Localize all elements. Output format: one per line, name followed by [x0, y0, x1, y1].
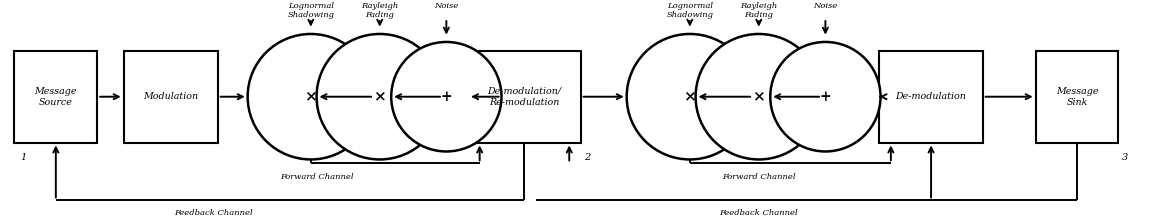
Text: Noise: Noise: [813, 2, 837, 10]
Text: Modulation: Modulation: [143, 92, 198, 101]
Ellipse shape: [770, 42, 881, 152]
Ellipse shape: [391, 42, 501, 152]
Text: De-modulation: De-modulation: [896, 92, 966, 101]
Ellipse shape: [627, 34, 753, 160]
Text: +: +: [440, 90, 452, 104]
Bar: [15, 51, 98, 143]
Bar: [880, 51, 983, 143]
Text: ×: ×: [683, 90, 696, 104]
Text: 3: 3: [1121, 154, 1128, 162]
Text: Lognormal
Shadowing: Lognormal Shadowing: [288, 2, 335, 19]
Text: ×: ×: [305, 90, 317, 104]
Text: Rayleigh
Fading: Rayleigh Fading: [741, 2, 777, 19]
Text: Noise: Noise: [435, 2, 459, 10]
Text: 1: 1: [21, 154, 26, 162]
Text: Message
Sink: Message Sink: [1056, 87, 1098, 107]
Ellipse shape: [696, 34, 822, 160]
Text: Feedback Channel: Feedback Channel: [720, 209, 798, 217]
Text: Forward Channel: Forward Channel: [279, 173, 353, 181]
Bar: [123, 51, 217, 143]
Text: Lognormal
Shadowing: Lognormal Shadowing: [666, 2, 713, 19]
Text: De-modulation/
Re-modulation: De-modulation/ Re-modulation: [488, 87, 561, 107]
Bar: [1036, 51, 1118, 143]
Ellipse shape: [247, 34, 374, 160]
Text: 2: 2: [584, 154, 590, 162]
Ellipse shape: [316, 34, 443, 160]
Text: Message
Source: Message Source: [34, 87, 77, 107]
Text: Feedback Channel: Feedback Channel: [174, 209, 253, 217]
Text: ×: ×: [752, 90, 765, 104]
Text: +: +: [820, 90, 831, 104]
Text: Forward Channel: Forward Channel: [722, 173, 796, 181]
Text: Rayleigh
Fading: Rayleigh Fading: [361, 2, 398, 19]
Bar: [468, 51, 581, 143]
Text: ×: ×: [374, 90, 386, 104]
